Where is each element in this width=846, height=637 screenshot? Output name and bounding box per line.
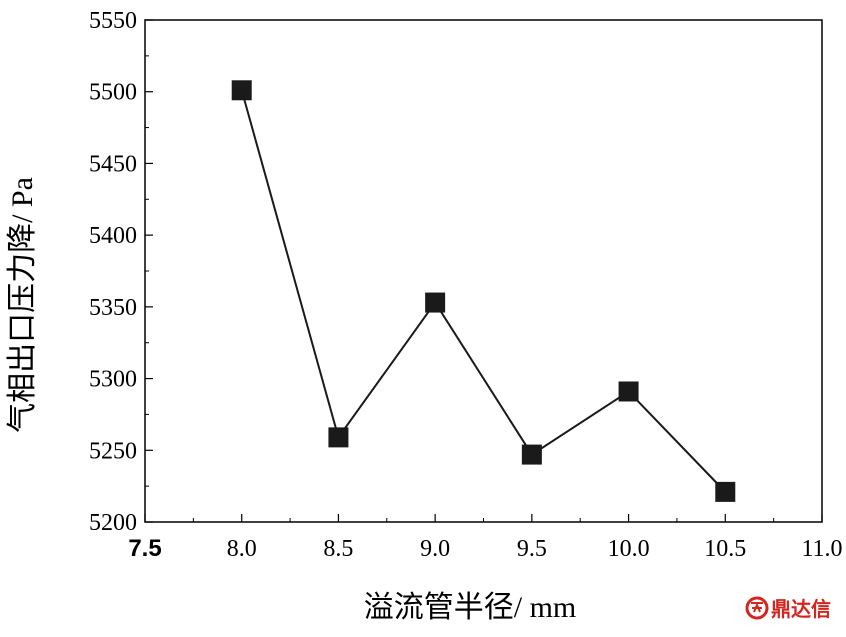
y-tick-label: 5450	[89, 151, 137, 177]
watermark-logo-icon	[745, 596, 769, 620]
y-tick-label: 5300	[89, 367, 137, 393]
y-tick-label: 5200	[89, 510, 137, 536]
x-tick-label: 10.0	[608, 536, 650, 562]
x-tick-label: 7.5	[128, 535, 161, 562]
x-tick-label: 9.0	[420, 536, 450, 562]
data-point	[618, 381, 639, 402]
y-tick-label: 5350	[89, 295, 137, 321]
ticks: 7.5 8.0 8.5 9.0 9.5 10.0 10.5 11.0 5200 5250 5300 5…	[89, 8, 843, 562]
y-tick-label: 5550	[89, 8, 137, 34]
x-tick-label: 11.0	[801, 536, 842, 562]
data-point	[425, 292, 446, 313]
series-line	[240, 90, 727, 493]
y-axis-title: 气相出口压力降/ Pa	[6, 177, 39, 433]
x-tick-label: 9.5	[517, 536, 547, 562]
series	[231, 80, 736, 502]
data-point	[328, 427, 349, 448]
data-point	[521, 444, 542, 465]
x-tick-label: 8.0	[227, 536, 257, 562]
watermark-text: 鼎达信	[771, 597, 831, 621]
watermark-logo: 鼎达信	[745, 596, 831, 621]
y-tick-label: 5500	[89, 80, 137, 106]
x-axis-title: 溢流管半径/ mm	[364, 591, 577, 624]
watermark-logo-icon-glyph	[751, 602, 763, 613]
data-point	[231, 80, 252, 101]
y-tick-label: 5400	[89, 223, 137, 249]
x-tick-label: 10.5	[704, 536, 746, 562]
x-tick-label: 8.5	[323, 536, 353, 562]
y-tick-label: 5250	[89, 438, 137, 464]
data-point	[715, 481, 736, 502]
